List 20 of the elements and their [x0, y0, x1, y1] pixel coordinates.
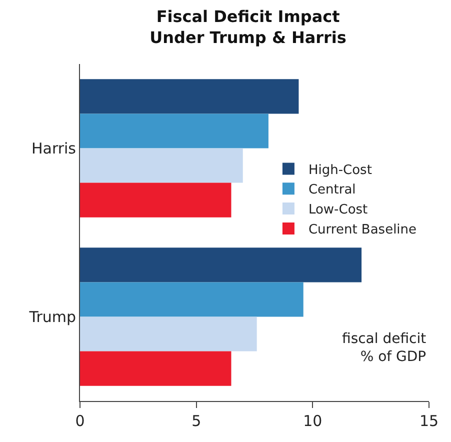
bar [80, 282, 304, 317]
bar [80, 148, 243, 183]
legend-label: Low-Cost [308, 202, 368, 218]
annotation: fiscal deficit % of GDP [342, 331, 427, 366]
x-tick-label: 15 [419, 412, 439, 430]
bar [80, 114, 268, 148]
bar [80, 351, 232, 386]
legend-label: High-Cost [308, 162, 372, 178]
bar [80, 79, 299, 114]
x-tick-label: 5 [192, 412, 202, 430]
y-tick-label: Trump [28, 308, 76, 326]
bar [80, 182, 232, 218]
legend-label: Current Baseline [308, 222, 417, 238]
bar [80, 316, 257, 352]
bar [80, 248, 362, 282]
chart-title: Fiscal Deficit Impact Under Trump & Harris [150, 7, 346, 47]
y-tick-label: Harris [31, 140, 76, 158]
legend-label: Central [308, 182, 356, 198]
x-tick-label: 10 [303, 412, 322, 430]
x-tick-label: 0 [75, 412, 85, 430]
